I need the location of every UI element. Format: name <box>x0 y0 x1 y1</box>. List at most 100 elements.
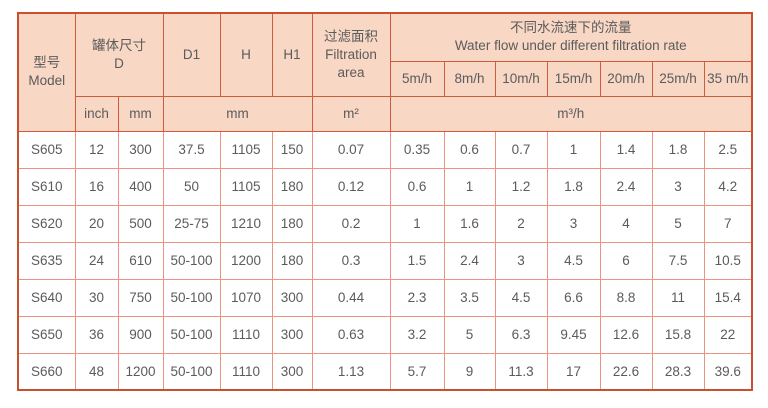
header-d1: D1 <box>162 12 221 97</box>
value-cell: 1105 <box>219 167 273 206</box>
value-cell: 28.3 <box>651 352 705 391</box>
value-cell: 1 <box>546 130 601 169</box>
unit-mm-dims: mm <box>162 95 313 132</box>
value-cell: 1.8 <box>651 130 705 169</box>
value-cell: 0.44 <box>311 278 391 317</box>
value-cell: 4.5 <box>494 278 548 317</box>
value-cell: 150 <box>271 130 313 169</box>
model-cell: S640 <box>17 278 76 317</box>
value-cell: 17 <box>546 352 601 391</box>
value-cell: 900 <box>117 315 164 354</box>
table-row: S660 48 1200 50-100 1110 300 1.13 5.7 9 11.3 17 22.… <box>17 352 753 391</box>
value-cell: 1210 <box>219 204 273 243</box>
model-cell: S620 <box>17 204 76 243</box>
header-row-rates: 5m/h 8m/h 10m/h 15m/h 20m/h 25m/h 35 m/h <box>18 60 753 97</box>
value-cell: 180 <box>271 204 313 243</box>
value-cell: 50-100 <box>162 352 221 391</box>
value-cell: 24 <box>74 241 119 280</box>
value-cell: 2 <box>494 204 548 243</box>
header-filtration-area: 过滤面积 Filtration area <box>311 12 391 97</box>
value-cell: 1.4 <box>599 130 653 169</box>
value-cell: 39.6 <box>703 352 753 391</box>
value-cell: 1110 <box>219 315 273 354</box>
value-cell: 0.12 <box>311 167 391 206</box>
value-cell: 6 <box>599 241 653 280</box>
value-cell: 300 <box>117 130 164 169</box>
value-cell: 3.2 <box>389 315 445 354</box>
value-cell: 180 <box>271 241 313 280</box>
header-water-flow-en: Water flow under different filtration ra… <box>454 38 687 54</box>
value-cell: 0.07 <box>311 130 391 169</box>
value-cell: 5 <box>651 204 705 243</box>
value-cell: 3 <box>546 204 601 243</box>
header-tank-size: 罐体尺寸 D <box>74 12 164 97</box>
table-row: S620 20 500 25-75 1210 180 0.2 1 1.6 2 3 4 5 7 <box>17 204 753 243</box>
value-cell: 1 <box>389 204 445 243</box>
model-cell: S660 <box>17 352 76 391</box>
value-cell: 2.5 <box>703 130 753 169</box>
value-cell: 300 <box>271 278 313 317</box>
header-h1: H1 <box>271 12 313 97</box>
value-cell: 500 <box>117 204 164 243</box>
value-cell: 1.2 <box>494 167 548 206</box>
value-cell: 10.5 <box>703 241 753 280</box>
value-cell: 8.8 <box>599 278 653 317</box>
value-cell: 20 <box>74 204 119 243</box>
header-h: H <box>219 12 273 97</box>
value-cell: 50-100 <box>162 241 221 280</box>
value-cell: 2.4 <box>443 241 496 280</box>
value-cell: 0.2 <box>311 204 391 243</box>
value-cell: 37.5 <box>162 130 221 169</box>
model-cell: S610 <box>17 167 76 206</box>
value-cell: 6.6 <box>546 278 601 317</box>
value-cell: 22.6 <box>599 352 653 391</box>
value-cell: 36 <box>74 315 119 354</box>
value-cell: 400 <box>117 167 164 206</box>
value-cell: 6.3 <box>494 315 548 354</box>
table-row: S650 36 900 50-100 1110 300 0.63 3.2 5 6.3 9.45 12.… <box>17 315 753 354</box>
header-rate-15: 15m/h <box>546 60 601 97</box>
header-tank-size-en: D <box>114 55 124 71</box>
value-cell: 11 <box>651 278 705 317</box>
header-rate-20: 20m/h <box>599 60 653 97</box>
value-cell: 0.6 <box>443 130 496 169</box>
unit-flow: m³/h <box>389 95 753 132</box>
header-model-en: Model <box>28 73 66 89</box>
header-filtration-area-zh: 过滤面积 <box>324 29 378 45</box>
filter-spec-table: 型号 Model 罐体尺寸 D D1 H H1 过滤面积 Filtration … <box>17 12 753 391</box>
unit-mm-d: mm <box>117 95 164 132</box>
value-cell: 3 <box>651 167 705 206</box>
value-cell: 7.5 <box>651 241 705 280</box>
value-cell: 5 <box>443 315 496 354</box>
value-cell: 12.6 <box>599 315 653 354</box>
spec-table-container: 型号 Model 罐体尺寸 D D1 H H1 过滤面积 Filtration … <box>17 12 753 391</box>
value-cell: 1200 <box>219 241 273 280</box>
value-cell: 15.4 <box>703 278 753 317</box>
value-cell: 0.3 <box>311 241 391 280</box>
value-cell: 0.6 <box>389 167 445 206</box>
value-cell: 0.7 <box>494 130 548 169</box>
value-cell: 11.3 <box>494 352 548 391</box>
unit-inch: inch <box>74 95 119 132</box>
value-cell: 1105 <box>219 130 273 169</box>
value-cell: 30 <box>74 278 119 317</box>
header-rate-25: 25m/h <box>651 60 705 97</box>
model-cell: S650 <box>17 315 76 354</box>
value-cell: 25-75 <box>162 204 221 243</box>
value-cell: 1110 <box>219 352 273 391</box>
value-cell: 1.5 <box>389 241 445 280</box>
value-cell: 16 <box>74 167 119 206</box>
header-filtration-area-en: Filtration area <box>325 46 377 80</box>
value-cell: 22 <box>703 315 753 354</box>
header-water-flow: 不同水流速下的流量 Water flow under different fil… <box>389 12 753 62</box>
value-cell: 2.3 <box>389 278 445 317</box>
value-cell: 4 <box>599 204 653 243</box>
table-row: S610 16 400 50 1105 180 0.12 0.6 1 1.2 1.8 2.4 3 4.2 <box>17 167 753 206</box>
value-cell: 1200 <box>117 352 164 391</box>
value-cell: 15.8 <box>651 315 705 354</box>
value-cell: 1.13 <box>311 352 391 391</box>
header-row-main: 型号 Model 罐体尺寸 D D1 H H1 过滤面积 Filtration … <box>17 12 753 132</box>
unit-area: m² <box>311 95 391 132</box>
value-cell: 5.7 <box>389 352 445 391</box>
header-rate-5: 5m/h <box>389 60 445 97</box>
